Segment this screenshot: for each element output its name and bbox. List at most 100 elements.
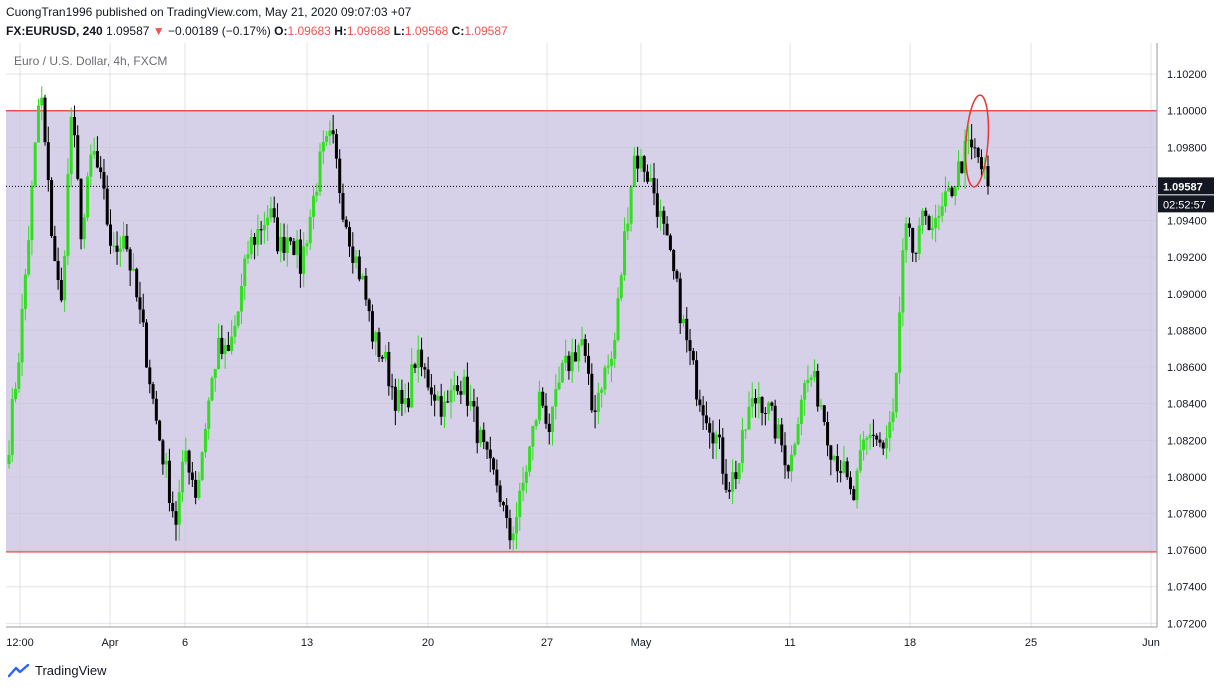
x-tick-label: 18: [904, 637, 916, 649]
candle-body: [158, 420, 162, 441]
candle-body: [76, 135, 80, 179]
brand-name: TradingView: [35, 663, 107, 678]
candle-body: [472, 400, 476, 407]
candle-body: [554, 389, 558, 407]
candle-body: [59, 280, 63, 301]
candle-body: [943, 191, 947, 207]
candle-body: [495, 469, 499, 486]
candle-body: [177, 492, 181, 525]
candle-body: [835, 456, 839, 472]
candle-body: [266, 217, 270, 226]
price-change: −0.00189 (−0.17%): [168, 24, 271, 38]
candle-body: [600, 389, 604, 393]
candle-body: [7, 454, 11, 465]
candle-body: [701, 405, 705, 416]
candle-body: [577, 345, 581, 362]
candle-body: [894, 372, 898, 413]
candle-body: [105, 188, 109, 225]
candle-body: [148, 367, 152, 385]
candle-body: [704, 415, 708, 424]
y-tick-label: 1.07200: [1167, 618, 1207, 630]
candle-body: [511, 533, 515, 541]
candle-body: [102, 172, 106, 189]
candle-body: [976, 147, 980, 158]
candle-body: [927, 216, 931, 230]
candle-body: [734, 472, 738, 480]
candle-body: [924, 210, 928, 217]
candle-body: [115, 245, 119, 252]
candle-body: [940, 206, 944, 216]
candle-body: [269, 208, 273, 218]
candle-body: [456, 385, 460, 392]
candle-body: [573, 352, 577, 362]
candle-body: [289, 237, 293, 242]
candle-body: [505, 505, 509, 519]
candle-body: [754, 398, 758, 404]
candle-body: [750, 398, 754, 407]
candle-body: [459, 391, 463, 395]
candle-body: [167, 460, 171, 503]
candle-body: [207, 400, 211, 430]
candle-body: [534, 420, 538, 427]
candle-body: [462, 376, 466, 395]
candle-body: [331, 130, 335, 135]
candle-body: [46, 142, 50, 181]
candle-body: [318, 151, 322, 192]
y-tick-label: 1.08400: [1167, 399, 1207, 411]
candle-body: [528, 446, 532, 472]
candle-body: [230, 336, 234, 352]
x-tick-label: 13: [301, 637, 313, 649]
candle-body: [478, 429, 482, 444]
candle-body: [832, 456, 836, 460]
candle-body: [560, 362, 564, 383]
y-tick-label: 1.08800: [1167, 325, 1207, 337]
candle-body: [799, 399, 803, 425]
y-tick-label: 1.10000: [1167, 106, 1207, 118]
candle-body: [659, 210, 663, 217]
candle-body: [770, 402, 774, 406]
candle-body: [616, 298, 620, 341]
candle-body: [243, 258, 247, 287]
candle-body: [99, 167, 103, 173]
change-down-icon: ▼: [152, 24, 165, 38]
candle-body: [773, 405, 777, 439]
x-tick-label: Jun: [1142, 637, 1160, 649]
candle-body: [328, 130, 332, 137]
candle-body: [521, 482, 525, 491]
candle-body: [917, 225, 921, 254]
candle-body: [413, 364, 417, 368]
candle-body: [848, 477, 852, 490]
countdown-label: 02:52:57: [1163, 199, 1206, 211]
high-value: 1.09688: [346, 24, 391, 38]
candle-body: [217, 337, 221, 369]
candle-body: [285, 237, 289, 253]
candle-body: [629, 186, 633, 224]
x-tick-label: 27: [541, 637, 553, 649]
candle-body: [354, 256, 358, 264]
candle-body: [819, 405, 823, 407]
candle-body: [341, 192, 345, 220]
candle-body: [776, 424, 780, 439]
high-label: H:: [334, 24, 347, 38]
candle-body: [845, 461, 849, 478]
candle-body: [822, 405, 826, 422]
candle-body: [642, 156, 646, 172]
candle-body: [429, 387, 433, 395]
candle-body: [871, 434, 875, 436]
candle-body: [567, 355, 571, 372]
candle-body: [351, 246, 355, 264]
y-tick-label: 1.09200: [1167, 252, 1207, 264]
candle-body: [737, 463, 741, 480]
candle-body: [515, 517, 519, 534]
candle-body: [220, 337, 224, 354]
candle-body: [790, 454, 794, 472]
candle-body: [27, 240, 31, 275]
candle-body: [387, 351, 391, 387]
candle-body: [757, 397, 761, 404]
candle-body: [501, 502, 505, 506]
candle-body: [518, 490, 522, 518]
candle-body: [884, 438, 888, 449]
candle-body: [17, 362, 21, 389]
candle-body: [911, 227, 915, 253]
